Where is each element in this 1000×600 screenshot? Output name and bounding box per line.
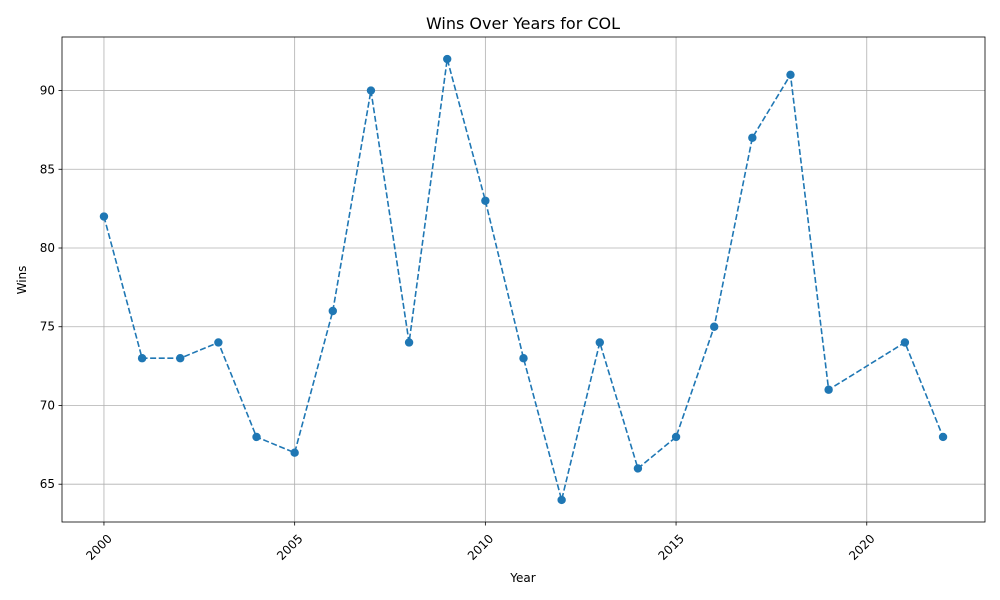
x-tick-label: 2015	[656, 532, 687, 563]
data-point	[595, 338, 604, 347]
x-tick-label: 2000	[83, 532, 114, 563]
data-point	[633, 464, 643, 473]
data-point	[366, 86, 376, 95]
data-point	[328, 306, 337, 316]
data-point	[557, 495, 566, 505]
y-tick-label: 85	[40, 162, 55, 176]
x-axis-label: Year	[509, 571, 535, 585]
series-line	[103, 58, 944, 501]
grid	[62, 37, 985, 522]
series-markers	[99, 54, 948, 505]
x-tick-label: 2010	[465, 532, 496, 563]
data-point	[671, 432, 681, 442]
data-point	[786, 70, 795, 79]
x-tick-label: 2005	[274, 532, 305, 563]
data-point	[938, 432, 948, 442]
y-tick-label: 65	[40, 477, 55, 491]
y-tick-label: 70	[40, 398, 55, 412]
data-point	[137, 354, 147, 363]
y-tick-label: 75	[40, 320, 55, 334]
y-tick-label: 90	[40, 84, 55, 98]
chart-title: Wins Over Years for COL	[426, 14, 620, 33]
y-axis-label: Wins	[15, 266, 29, 295]
data-point	[900, 338, 910, 347]
data-point	[290, 448, 299, 457]
series-line-layer	[103, 58, 944, 501]
data-point	[748, 133, 757, 142]
data-point	[99, 212, 109, 221]
data-point	[824, 385, 833, 394]
data-point	[214, 338, 223, 347]
plot-frame	[61, 36, 986, 523]
data-point	[710, 322, 719, 331]
y-axis-ticks: 65 70 75 80 85 90	[40, 84, 62, 491]
data-point	[519, 354, 528, 363]
data-point	[443, 54, 452, 64]
data-point	[481, 196, 490, 205]
y-tick-label: 80	[40, 241, 55, 255]
data-point	[176, 354, 185, 363]
data-point	[252, 432, 261, 442]
data-point	[404, 338, 414, 347]
x-axis-ticks: 2000 2005 2010 2015 2020	[83, 522, 878, 563]
x-tick-label: 2020	[846, 532, 877, 563]
